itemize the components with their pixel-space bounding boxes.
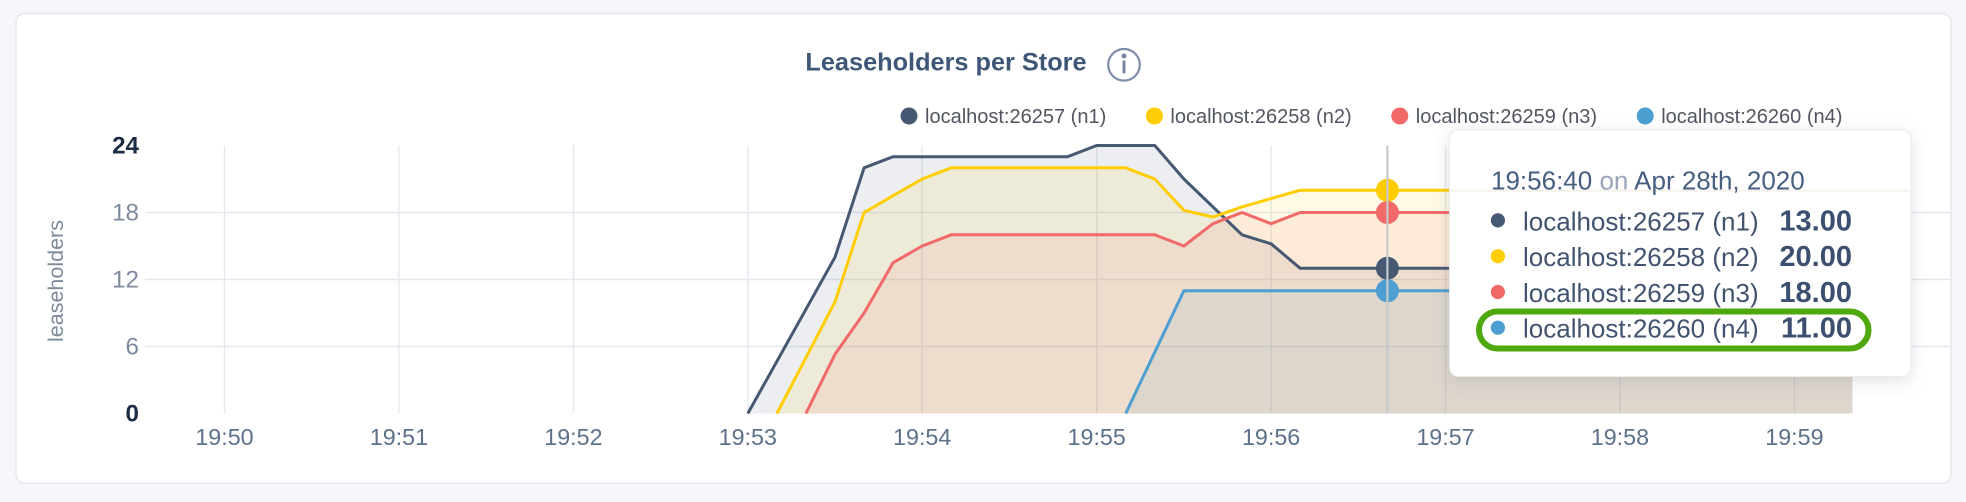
svg-text:19:53: 19:53 bbox=[719, 424, 777, 450]
svg-text:19:51: 19:51 bbox=[370, 424, 428, 450]
svg-text:18: 18 bbox=[112, 200, 139, 227]
svg-text:localhost:26258 (n2): localhost:26258 (n2) bbox=[1523, 242, 1759, 272]
svg-text:localhost:26259 (n3): localhost:26259 (n3) bbox=[1523, 278, 1759, 308]
svg-text:18.00: 18.00 bbox=[1779, 277, 1852, 309]
svg-text:leaseholders: leaseholders bbox=[44, 220, 68, 342]
svg-text:12: 12 bbox=[112, 267, 139, 294]
svg-text:0: 0 bbox=[126, 401, 139, 428]
svg-text:13.00: 13.00 bbox=[1779, 205, 1852, 237]
svg-text:19:59: 19:59 bbox=[1765, 424, 1823, 450]
svg-text:19:52: 19:52 bbox=[544, 424, 602, 450]
svg-text:19:54: 19:54 bbox=[893, 424, 951, 450]
svg-text:Leaseholders per Store: Leaseholders per Store bbox=[805, 49, 1086, 77]
svg-text:20.00: 20.00 bbox=[1779, 241, 1852, 273]
svg-text:19:56:40 on Apr 28th, 2020: 19:56:40 on Apr 28th, 2020 bbox=[1491, 165, 1805, 195]
svg-text:localhost:26258 (n2): localhost:26258 (n2) bbox=[1170, 106, 1351, 128]
svg-text:19:56: 19:56 bbox=[1242, 424, 1300, 450]
svg-text:localhost:26260 (n4): localhost:26260 (n4) bbox=[1661, 106, 1842, 128]
svg-text:24: 24 bbox=[112, 133, 139, 160]
svg-text:localhost:26257 (n1): localhost:26257 (n1) bbox=[1523, 206, 1759, 236]
svg-text:localhost:26260 (n4): localhost:26260 (n4) bbox=[1523, 314, 1759, 344]
svg-text:19:50: 19:50 bbox=[195, 424, 253, 450]
svg-text:6: 6 bbox=[126, 334, 139, 361]
svg-text:11.00: 11.00 bbox=[1781, 313, 1852, 345]
svg-text:localhost:26259 (n3): localhost:26259 (n3) bbox=[1416, 106, 1597, 128]
svg-text:19:55: 19:55 bbox=[1068, 424, 1126, 450]
svg-text:localhost:26257 (n1): localhost:26257 (n1) bbox=[925, 106, 1106, 128]
svg-text:19:58: 19:58 bbox=[1591, 424, 1649, 450]
svg-text:19:57: 19:57 bbox=[1416, 424, 1474, 450]
